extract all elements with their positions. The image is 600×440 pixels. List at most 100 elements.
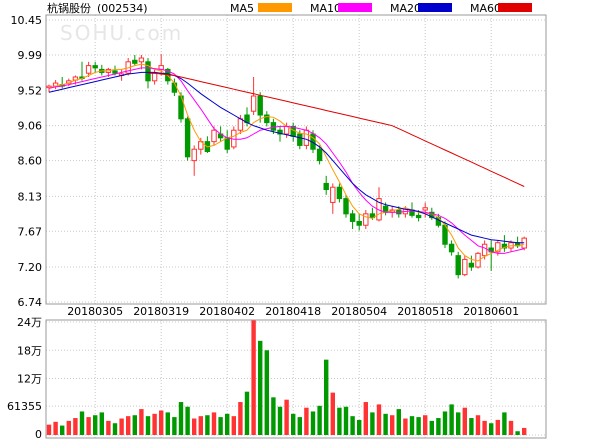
volume-bar bbox=[337, 407, 342, 435]
price-tick-label: 9.06 bbox=[18, 120, 43, 133]
volume-bar bbox=[297, 417, 302, 435]
price-axis: 10.45 9.99 9.52 9.06 8.60 8.13 7.67 7.20 6.74 bbox=[11, 14, 43, 309]
chart-legend: MA5 MA10 MA20 MA60 bbox=[230, 2, 532, 15]
legend-swatch-ma60 bbox=[498, 3, 532, 12]
date-label: 20180504 bbox=[331, 305, 387, 318]
candle-body bbox=[277, 129, 283, 135]
price-tick-label: 7.67 bbox=[18, 225, 43, 238]
volume-bar bbox=[350, 416, 355, 435]
volume-bar bbox=[462, 407, 467, 435]
volume-bar bbox=[456, 412, 461, 435]
date-label: 20180518 bbox=[397, 305, 453, 318]
date-label: 20180305 bbox=[67, 305, 123, 318]
volume-bar bbox=[79, 411, 85, 435]
price-tick-label: 8.60 bbox=[18, 155, 43, 168]
legend-label-ma5: MA5 bbox=[230, 2, 254, 15]
volume-bar bbox=[436, 418, 441, 435]
legend-swatch-ma5 bbox=[258, 3, 292, 12]
candle-body bbox=[356, 220, 362, 226]
candle-body bbox=[495, 242, 501, 253]
volume-bar bbox=[93, 415, 98, 435]
price-tick-label: 9.99 bbox=[18, 49, 43, 62]
volume-bar bbox=[442, 411, 448, 435]
ma-line-ma20 bbox=[48, 71, 525, 244]
date-axis: 20180305 20180319 20180402 20180418 20180504… bbox=[67, 305, 519, 318]
volume-bar bbox=[277, 406, 283, 435]
legend-label-ma20: MA20 bbox=[390, 2, 421, 15]
volume-bar bbox=[225, 413, 230, 435]
volume-tick-label: 61355 bbox=[7, 400, 42, 413]
volume-bar bbox=[376, 404, 382, 435]
date-label: 20180601 bbox=[463, 305, 519, 318]
volume-bar bbox=[86, 417, 91, 435]
volume-bar bbox=[192, 418, 197, 435]
volume-bar bbox=[508, 420, 514, 435]
volume-bar bbox=[99, 412, 104, 435]
volume-bar bbox=[211, 412, 217, 435]
volume-tick-label: 12万 bbox=[17, 373, 42, 386]
volume-bar bbox=[205, 415, 210, 435]
volume-bar bbox=[165, 412, 170, 435]
candle-body bbox=[138, 57, 145, 63]
volume-bar bbox=[429, 420, 434, 435]
volume-bar bbox=[403, 418, 408, 435]
candle-body bbox=[323, 182, 329, 191]
volume-bar bbox=[291, 413, 296, 435]
candlesticks bbox=[46, 54, 527, 279]
candle-body bbox=[250, 95, 257, 112]
volume-bar bbox=[495, 419, 500, 435]
volume-bar bbox=[238, 402, 243, 435]
volume-grid bbox=[46, 320, 546, 438]
volume-tick-label: 18万 bbox=[17, 344, 42, 357]
legend-label-ma60: MA60 bbox=[470, 2, 501, 15]
volume-bar bbox=[145, 416, 151, 435]
volume-bar bbox=[218, 417, 223, 435]
candle-body bbox=[422, 207, 428, 211]
candle-body bbox=[448, 243, 455, 253]
volume-bar bbox=[152, 413, 157, 435]
volume-bar bbox=[310, 411, 316, 435]
candle-body bbox=[85, 65, 92, 74]
volume-tick-label: 0 bbox=[35, 428, 42, 440]
volume-bar bbox=[66, 420, 71, 435]
candle-body bbox=[151, 72, 158, 82]
volume-bar bbox=[317, 405, 322, 435]
volume-bar bbox=[390, 415, 395, 435]
stock-code: (002534) bbox=[97, 2, 148, 15]
volume-bar bbox=[178, 402, 184, 435]
candle-body bbox=[363, 213, 369, 226]
volume-bar bbox=[73, 418, 78, 435]
candle-body bbox=[184, 118, 191, 158]
candle-body bbox=[349, 213, 356, 222]
volume-bar bbox=[139, 409, 144, 435]
volume-bar bbox=[244, 391, 250, 435]
candle-body bbox=[468, 262, 475, 268]
candle-body bbox=[415, 214, 422, 219]
volume-bar bbox=[502, 412, 507, 435]
date-label: 20180319 bbox=[133, 305, 189, 318]
candle-body bbox=[330, 186, 336, 203]
watermark: SOHU.com bbox=[60, 21, 183, 45]
volume-bar bbox=[106, 420, 111, 435]
candle-body bbox=[297, 133, 303, 146]
candle-body bbox=[343, 198, 349, 215]
volume-axis: 24万 18万 12万 61355 0 bbox=[7, 316, 42, 440]
volume-bar bbox=[53, 421, 58, 435]
volume-bar bbox=[383, 413, 388, 435]
candle-body bbox=[462, 258, 468, 276]
volume-bar bbox=[159, 410, 164, 435]
volume-bar bbox=[271, 397, 276, 435]
candle-body bbox=[303, 129, 310, 146]
candle-body bbox=[191, 148, 197, 162]
price-tick-label: 10.45 bbox=[11, 14, 43, 27]
candle-body bbox=[369, 213, 376, 219]
volume-bar bbox=[423, 415, 428, 435]
candle-body bbox=[171, 82, 178, 93]
volume-bar bbox=[258, 340, 263, 435]
volume-bar bbox=[198, 416, 203, 435]
volume-bar bbox=[357, 419, 362, 435]
volume-bar bbox=[112, 423, 118, 435]
volume-bar bbox=[60, 425, 65, 435]
legend-swatch-ma10 bbox=[338, 3, 372, 12]
